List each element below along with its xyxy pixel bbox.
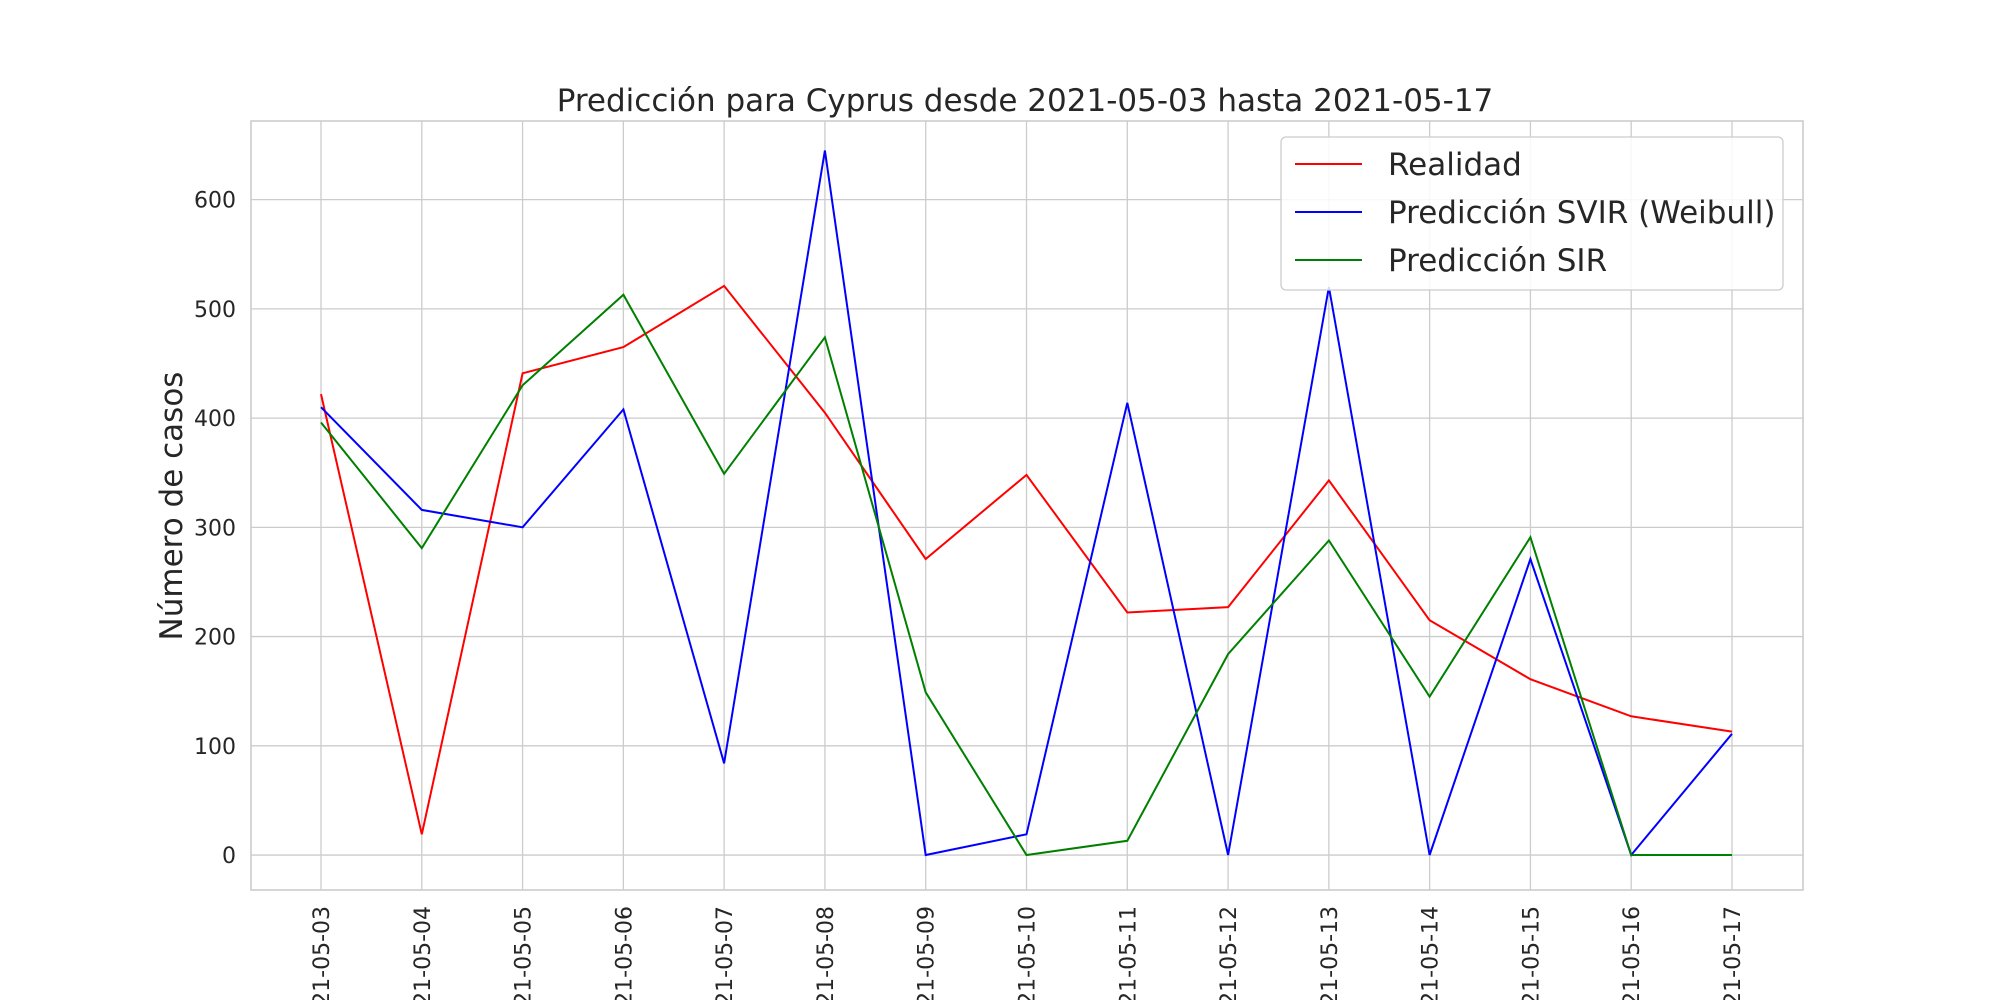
x-tick-label: 21-05-07 [713,906,738,1000]
chart-title: Predicción para Cyprus desde 2021-05-03 … [557,83,1494,119]
y-tick-label: 600 [194,189,236,214]
plot-frame [250,120,1804,891]
x-tick-label: 21-05-13 [1318,906,1343,1000]
x-tick-label: 21-05-08 [814,906,839,1000]
x-tick-label: 21-05-05 [512,906,537,1000]
x-tick-label: 21-05-10 [1016,906,1041,1000]
y-tick-label: 0 [222,844,236,869]
x-tick-label: 21-05-03 [310,906,335,1000]
x-tick-labels: 21-05-03 21-05-04 21-05-05 21-05-06 21-05-07… [310,906,1746,1000]
series-line-2 [320,150,1733,858]
x-tick-label: 21-05-11 [1116,906,1141,1000]
series-lines [320,150,1733,858]
legend-label: Realidad [1388,147,1522,183]
y-tick-labels: 0 100 200 300 400 500 600 [194,189,236,869]
x-tick-label: 21-05-16 [1620,906,1645,1000]
legend: Realidad Predicción SVIR (Weibull) Predicc… [1280,136,1784,291]
x-tick-label: 21-05-04 [411,906,436,1000]
y-tick-label: 200 [194,626,236,651]
legend-box [1280,136,1784,291]
x-tick-label: 21-05-09 [915,906,940,1000]
x-tick-label: 21-05-15 [1519,906,1544,1000]
y-tick-label: 500 [194,298,236,323]
y-tick-label: 400 [194,407,236,432]
x-tick-label: 21-05-06 [612,906,637,1000]
y-axis-label: Número de casos [154,372,190,641]
y-tick-label: 100 [194,735,236,760]
x-tick-label: 21-05-17 [1721,906,1746,1000]
legend-label: Predicción SVIR (Weibull) [1388,195,1775,231]
grid [251,121,1803,890]
x-tick-label: 21-05-14 [1419,906,1444,1000]
series-line-3 [320,293,1732,857]
legend-label: Predicción SIR [1388,243,1607,279]
x-tick-label: 21-05-12 [1217,906,1242,1000]
y-tick-label: 300 [194,516,236,541]
